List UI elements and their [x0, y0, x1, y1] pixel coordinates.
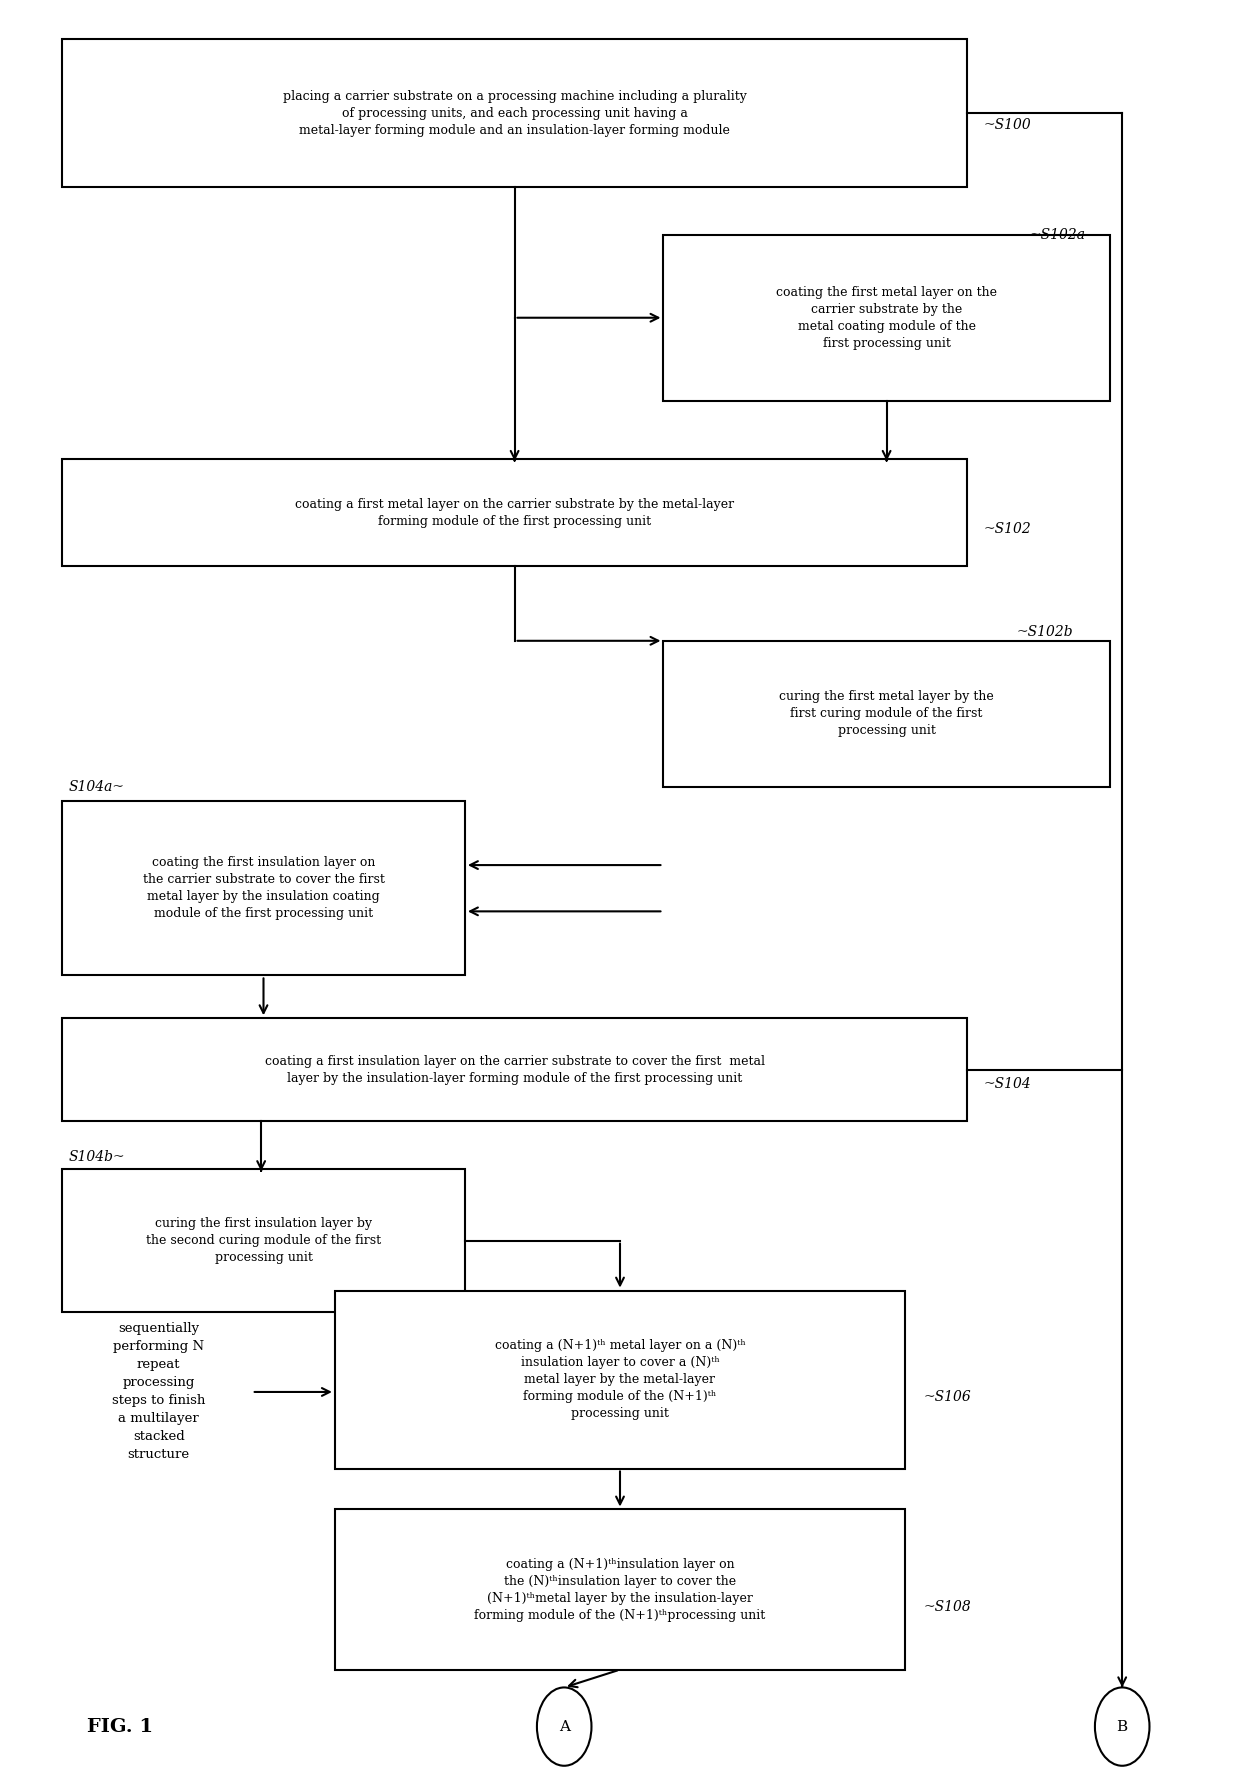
- Text: coating a (N+1)ᵗʰ metal layer on a (N)ᵗʰ
insulation layer to cover a (N)ᵗʰ
metal: coating a (N+1)ᵗʰ metal layer on a (N)ᵗʰ…: [495, 1339, 745, 1420]
- Circle shape: [537, 1687, 591, 1766]
- Text: placing a carrier substrate on a processing machine including a plurality
of pro: placing a carrier substrate on a process…: [283, 89, 746, 137]
- Text: ~S102: ~S102: [983, 522, 1032, 536]
- Text: A: A: [559, 1719, 569, 1734]
- Text: coating a (N+1)ᵗʰinsulation layer on
the (N)ᵗʰinsulation layer to cover the
(N+1: coating a (N+1)ᵗʰinsulation layer on the…: [475, 1558, 765, 1622]
- FancyBboxPatch shape: [62, 39, 967, 187]
- Text: coating the first insulation layer on
the carrier substrate to cover the first
m: coating the first insulation layer on th…: [143, 856, 384, 920]
- Text: curing the first insulation layer by
the second curing module of the first
proce: curing the first insulation layer by the…: [146, 1218, 381, 1264]
- FancyBboxPatch shape: [62, 801, 465, 975]
- FancyBboxPatch shape: [62, 459, 967, 566]
- FancyBboxPatch shape: [663, 641, 1110, 787]
- FancyBboxPatch shape: [663, 235, 1110, 400]
- Text: ~S106: ~S106: [924, 1390, 972, 1404]
- Text: coating the first metal layer on the
carrier substrate by the
metal coating modu: coating the first metal layer on the car…: [776, 287, 997, 349]
- Text: S104a~: S104a~: [68, 780, 124, 794]
- Text: S104b~: S104b~: [68, 1150, 125, 1164]
- FancyBboxPatch shape: [335, 1509, 905, 1670]
- FancyBboxPatch shape: [62, 1018, 967, 1121]
- Text: ~S102b: ~S102b: [1017, 625, 1074, 639]
- FancyBboxPatch shape: [335, 1290, 905, 1468]
- Circle shape: [1095, 1687, 1149, 1766]
- Text: ~S108: ~S108: [924, 1600, 972, 1614]
- Text: ~S104: ~S104: [983, 1077, 1032, 1091]
- FancyBboxPatch shape: [62, 1169, 465, 1312]
- Text: ~S100: ~S100: [983, 117, 1032, 132]
- Text: coating a first metal layer on the carrier substrate by the metal-layer
forming : coating a first metal layer on the carri…: [295, 498, 734, 527]
- Text: curing the first metal layer by the
first curing module of the first
processing : curing the first metal layer by the firs…: [779, 691, 994, 737]
- Text: coating a first insulation layer on the carrier substrate to cover the first  me: coating a first insulation layer on the …: [264, 1056, 765, 1084]
- Text: sequentially
performing N
repeat
processing
steps to finish
a multilayer
stacked: sequentially performing N repeat process…: [112, 1323, 206, 1461]
- Text: ~S102a: ~S102a: [1029, 228, 1085, 242]
- Text: FIG. 1: FIG. 1: [87, 1718, 153, 1736]
- Text: B: B: [1117, 1719, 1127, 1734]
